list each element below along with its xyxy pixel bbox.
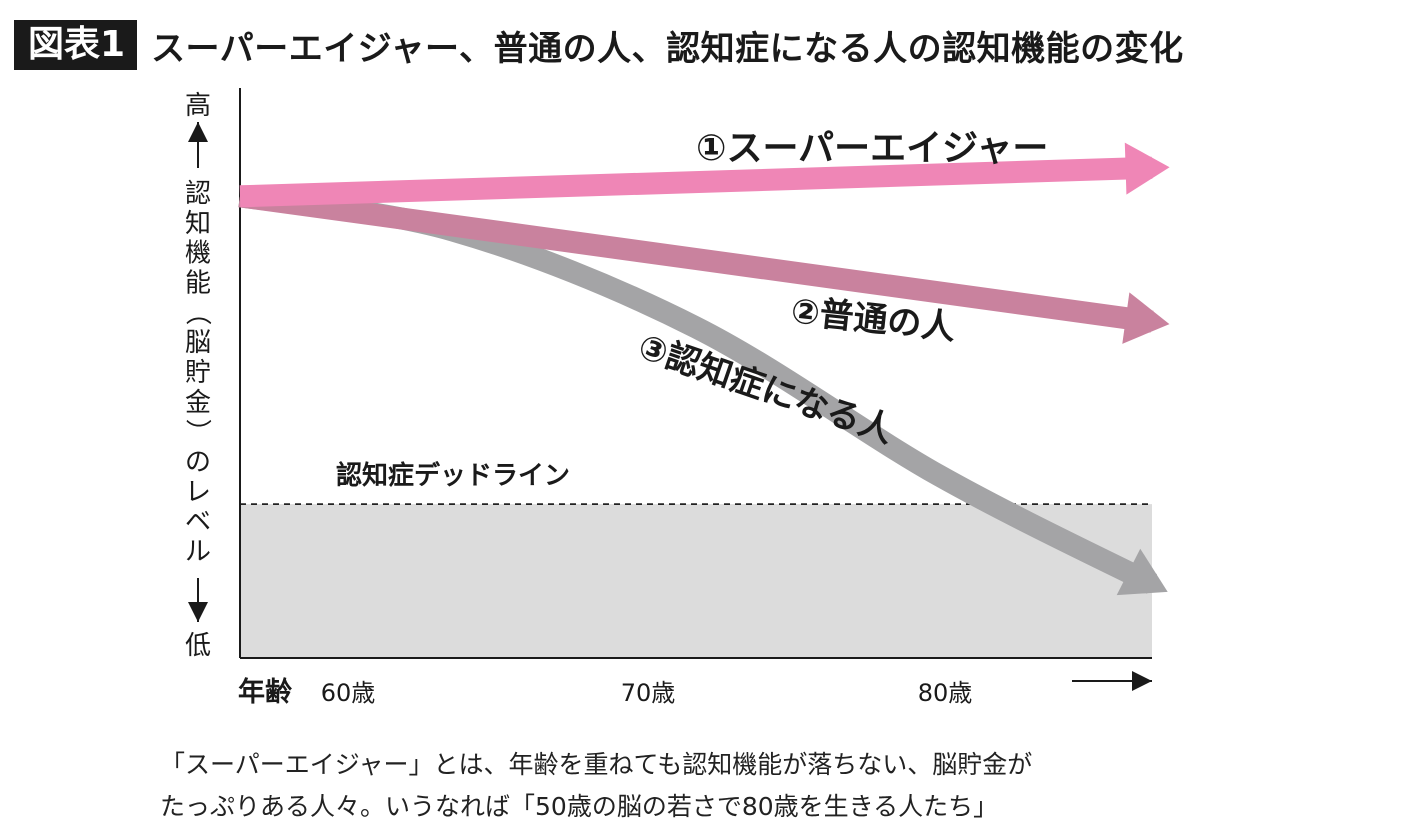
y-label-char: （ (182, 299, 212, 325)
figure-label: 図表1 (14, 20, 138, 70)
y-label-char: 機 (185, 239, 211, 269)
y-label-char: の (185, 448, 211, 478)
y-label-char: 能 (185, 269, 211, 299)
y-high-label: 高 (185, 91, 211, 121)
x-axis-label: 年齢 (238, 676, 292, 708)
series-2 (238, 185, 1170, 344)
series-1 (239, 142, 1170, 208)
series-arrowhead (1124, 142, 1170, 195)
deadline-label: 認知症デッドライン (336, 460, 570, 491)
y-label-char: 知 (185, 209, 211, 239)
caption-line-1: 「スーパーエイジャー」とは、年齢を重ねても認知機能が落ちない、脳貯金が (160, 750, 1033, 779)
x-tick-label: 60歳 (321, 679, 376, 707)
x-tick-label: 70歳 (621, 679, 676, 707)
y-low-label: 低 (185, 631, 211, 661)
chart-title: スーパーエイジャー、普通の人、認知症になる人の認知機能の変化 (151, 28, 1184, 69)
y-label-char: 認 (185, 179, 211, 209)
y-label-char: ベ (185, 507, 211, 537)
series-label-super-ager: ①スーパーエイジャー (696, 128, 1048, 169)
y-label-char: ル (185, 537, 211, 567)
y-label-char: ） (182, 419, 212, 445)
series-line (238, 185, 1154, 333)
series-label-dementia: ③認知症になる人 (633, 327, 898, 452)
series-line (239, 156, 1153, 208)
y-label-char: 貯 (185, 358, 211, 388)
caption: 「スーパーエイジャー」とは、年齢を重ねても認知機能が落ちない、脳貯金が たっぷり… (160, 744, 1032, 828)
x-tick-label: 80歳 (918, 679, 973, 707)
y-label-char: レ (185, 477, 211, 507)
y-label-char: 脳 (185, 328, 211, 358)
title-row: 図表1 スーパーエイジャー、普通の人、認知症になる人の認知機能の変化 (14, 18, 1184, 72)
series-arrowhead (1122, 292, 1170, 344)
deadline-zone-fill (240, 504, 1152, 658)
series-arrowhead (1116, 548, 1168, 596)
y-label-char: 金 (185, 388, 211, 418)
caption-line-2: たっぷりある人々。いうなれば「50歳の脳の若さで80歳を生きる人たち」 (160, 792, 999, 821)
